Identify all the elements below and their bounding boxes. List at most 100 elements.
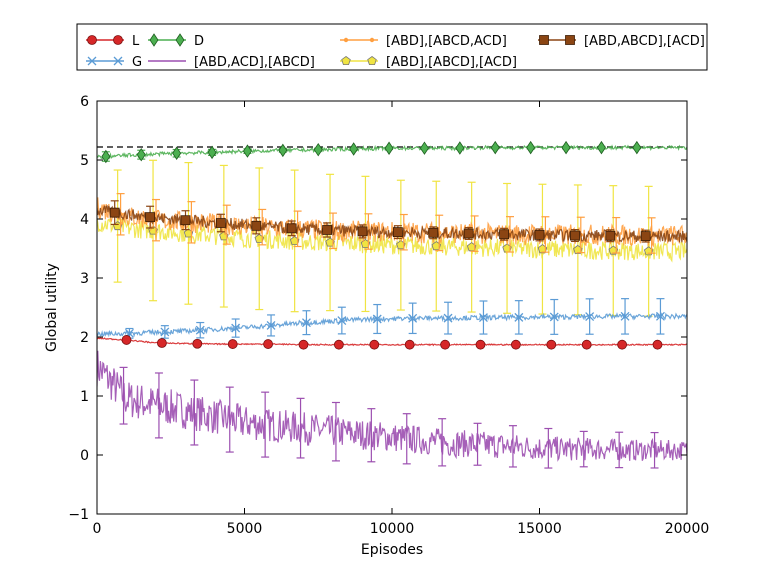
point-marker xyxy=(145,212,156,223)
point-marker xyxy=(561,140,571,155)
point-marker xyxy=(337,316,347,325)
point-marker xyxy=(160,327,170,337)
point-marker xyxy=(534,230,545,240)
point-marker xyxy=(443,313,453,323)
x-tick-label: 10000 xyxy=(370,521,415,537)
point-marker xyxy=(514,312,524,322)
legend-box xyxy=(76,23,708,71)
legend-label: D xyxy=(194,34,204,49)
point-marker xyxy=(101,149,111,164)
legend-marker xyxy=(367,56,377,65)
y-tick-label: 6 xyxy=(80,94,89,110)
point-marker xyxy=(596,140,606,155)
legend-label: L xyxy=(132,34,140,49)
point-marker xyxy=(278,143,288,158)
series-line-6 xyxy=(97,205,687,243)
legend-marker xyxy=(565,35,575,45)
point-marker xyxy=(313,142,323,157)
x-tick-label: 20000 xyxy=(665,521,710,537)
series-group xyxy=(97,140,687,469)
point-marker xyxy=(617,339,627,350)
y-tick-label: 4 xyxy=(80,212,89,228)
point-marker xyxy=(227,339,238,349)
legend-marker xyxy=(175,33,185,47)
point-marker xyxy=(172,146,182,160)
y-tick-label: 3 xyxy=(80,271,89,287)
series-0 xyxy=(97,335,687,350)
legend-item-1: G xyxy=(86,55,142,70)
legend-marker xyxy=(369,37,375,43)
point-marker xyxy=(180,215,191,226)
series-3 xyxy=(97,350,687,469)
legend-marker xyxy=(539,35,549,45)
point-marker xyxy=(408,313,418,323)
legend-label: [ABD,ABCD],[ACD] xyxy=(584,34,705,49)
point-marker xyxy=(251,220,262,231)
point-marker xyxy=(581,339,592,350)
y-axis-label: Global utility xyxy=(44,263,60,352)
series-line-5 xyxy=(97,217,687,263)
point-marker xyxy=(526,140,536,155)
point-marker xyxy=(499,229,510,240)
legend-marker xyxy=(343,37,349,43)
y-tick-label: 5 xyxy=(80,153,89,169)
point-marker xyxy=(620,311,630,321)
plot-area xyxy=(97,140,687,469)
legend-label: [ABD],[ABCD,ACD] xyxy=(386,34,507,49)
point-marker xyxy=(419,141,429,155)
x-tick-label: 15000 xyxy=(517,521,562,537)
point-marker xyxy=(570,230,580,241)
y-tick-label: 0 xyxy=(80,448,89,464)
point-marker xyxy=(333,339,344,350)
point-marker xyxy=(231,323,241,333)
series-line-4 xyxy=(97,197,687,248)
series-1 xyxy=(97,298,687,339)
point-marker xyxy=(478,313,488,322)
point-marker xyxy=(440,339,451,350)
series-line-1 xyxy=(97,311,687,338)
series-6 xyxy=(97,200,687,243)
legend-item-3: [ABD,ACD],[ABCD] xyxy=(148,55,315,70)
point-marker xyxy=(192,338,203,349)
point-marker xyxy=(109,207,120,218)
legend-marker xyxy=(113,35,123,45)
point-marker xyxy=(632,140,642,155)
y-tick-label: 1 xyxy=(80,389,89,405)
point-marker xyxy=(369,339,380,350)
legend-item-2: D xyxy=(148,33,204,49)
legend-marker xyxy=(87,35,97,45)
legend-marker xyxy=(149,33,159,47)
legend-label: [ABD],[ABCD],[ACD] xyxy=(386,55,517,70)
point-marker xyxy=(207,145,217,160)
legend-item-5: [ABD],[ABCD],[ACD] xyxy=(340,55,517,70)
series-2 xyxy=(97,140,687,164)
y-tick-label: −1 xyxy=(68,507,89,523)
point-marker xyxy=(136,147,146,162)
legend: LG D [ABD,ACD],[ABCD] [ABD],[ABCD,ACD] [ABD]… xyxy=(76,23,708,71)
y-tick-label: 2 xyxy=(80,330,89,346)
point-marker xyxy=(121,335,132,345)
point-marker xyxy=(585,312,595,321)
point-marker xyxy=(490,140,500,155)
x-tick-label: 0 xyxy=(93,521,102,537)
series-line-3 xyxy=(97,350,687,462)
point-marker xyxy=(455,141,465,155)
point-marker xyxy=(357,226,368,237)
legend-marker xyxy=(87,56,97,66)
point-marker xyxy=(652,339,663,350)
point-marker xyxy=(266,320,276,330)
point-marker xyxy=(511,339,521,350)
point-marker xyxy=(301,318,311,328)
point-marker xyxy=(392,227,403,237)
series-line-0 xyxy=(97,337,687,347)
legend-item-0: L xyxy=(86,34,140,49)
legend-item-6: [ABD,ABCD],[ACD] xyxy=(538,34,705,49)
legend-item-4: [ABD],[ABCD,ACD] xyxy=(340,34,507,49)
point-marker xyxy=(372,314,382,324)
point-marker xyxy=(605,230,616,241)
point-marker xyxy=(404,339,415,350)
point-marker xyxy=(384,141,394,155)
point-marker xyxy=(242,144,252,158)
